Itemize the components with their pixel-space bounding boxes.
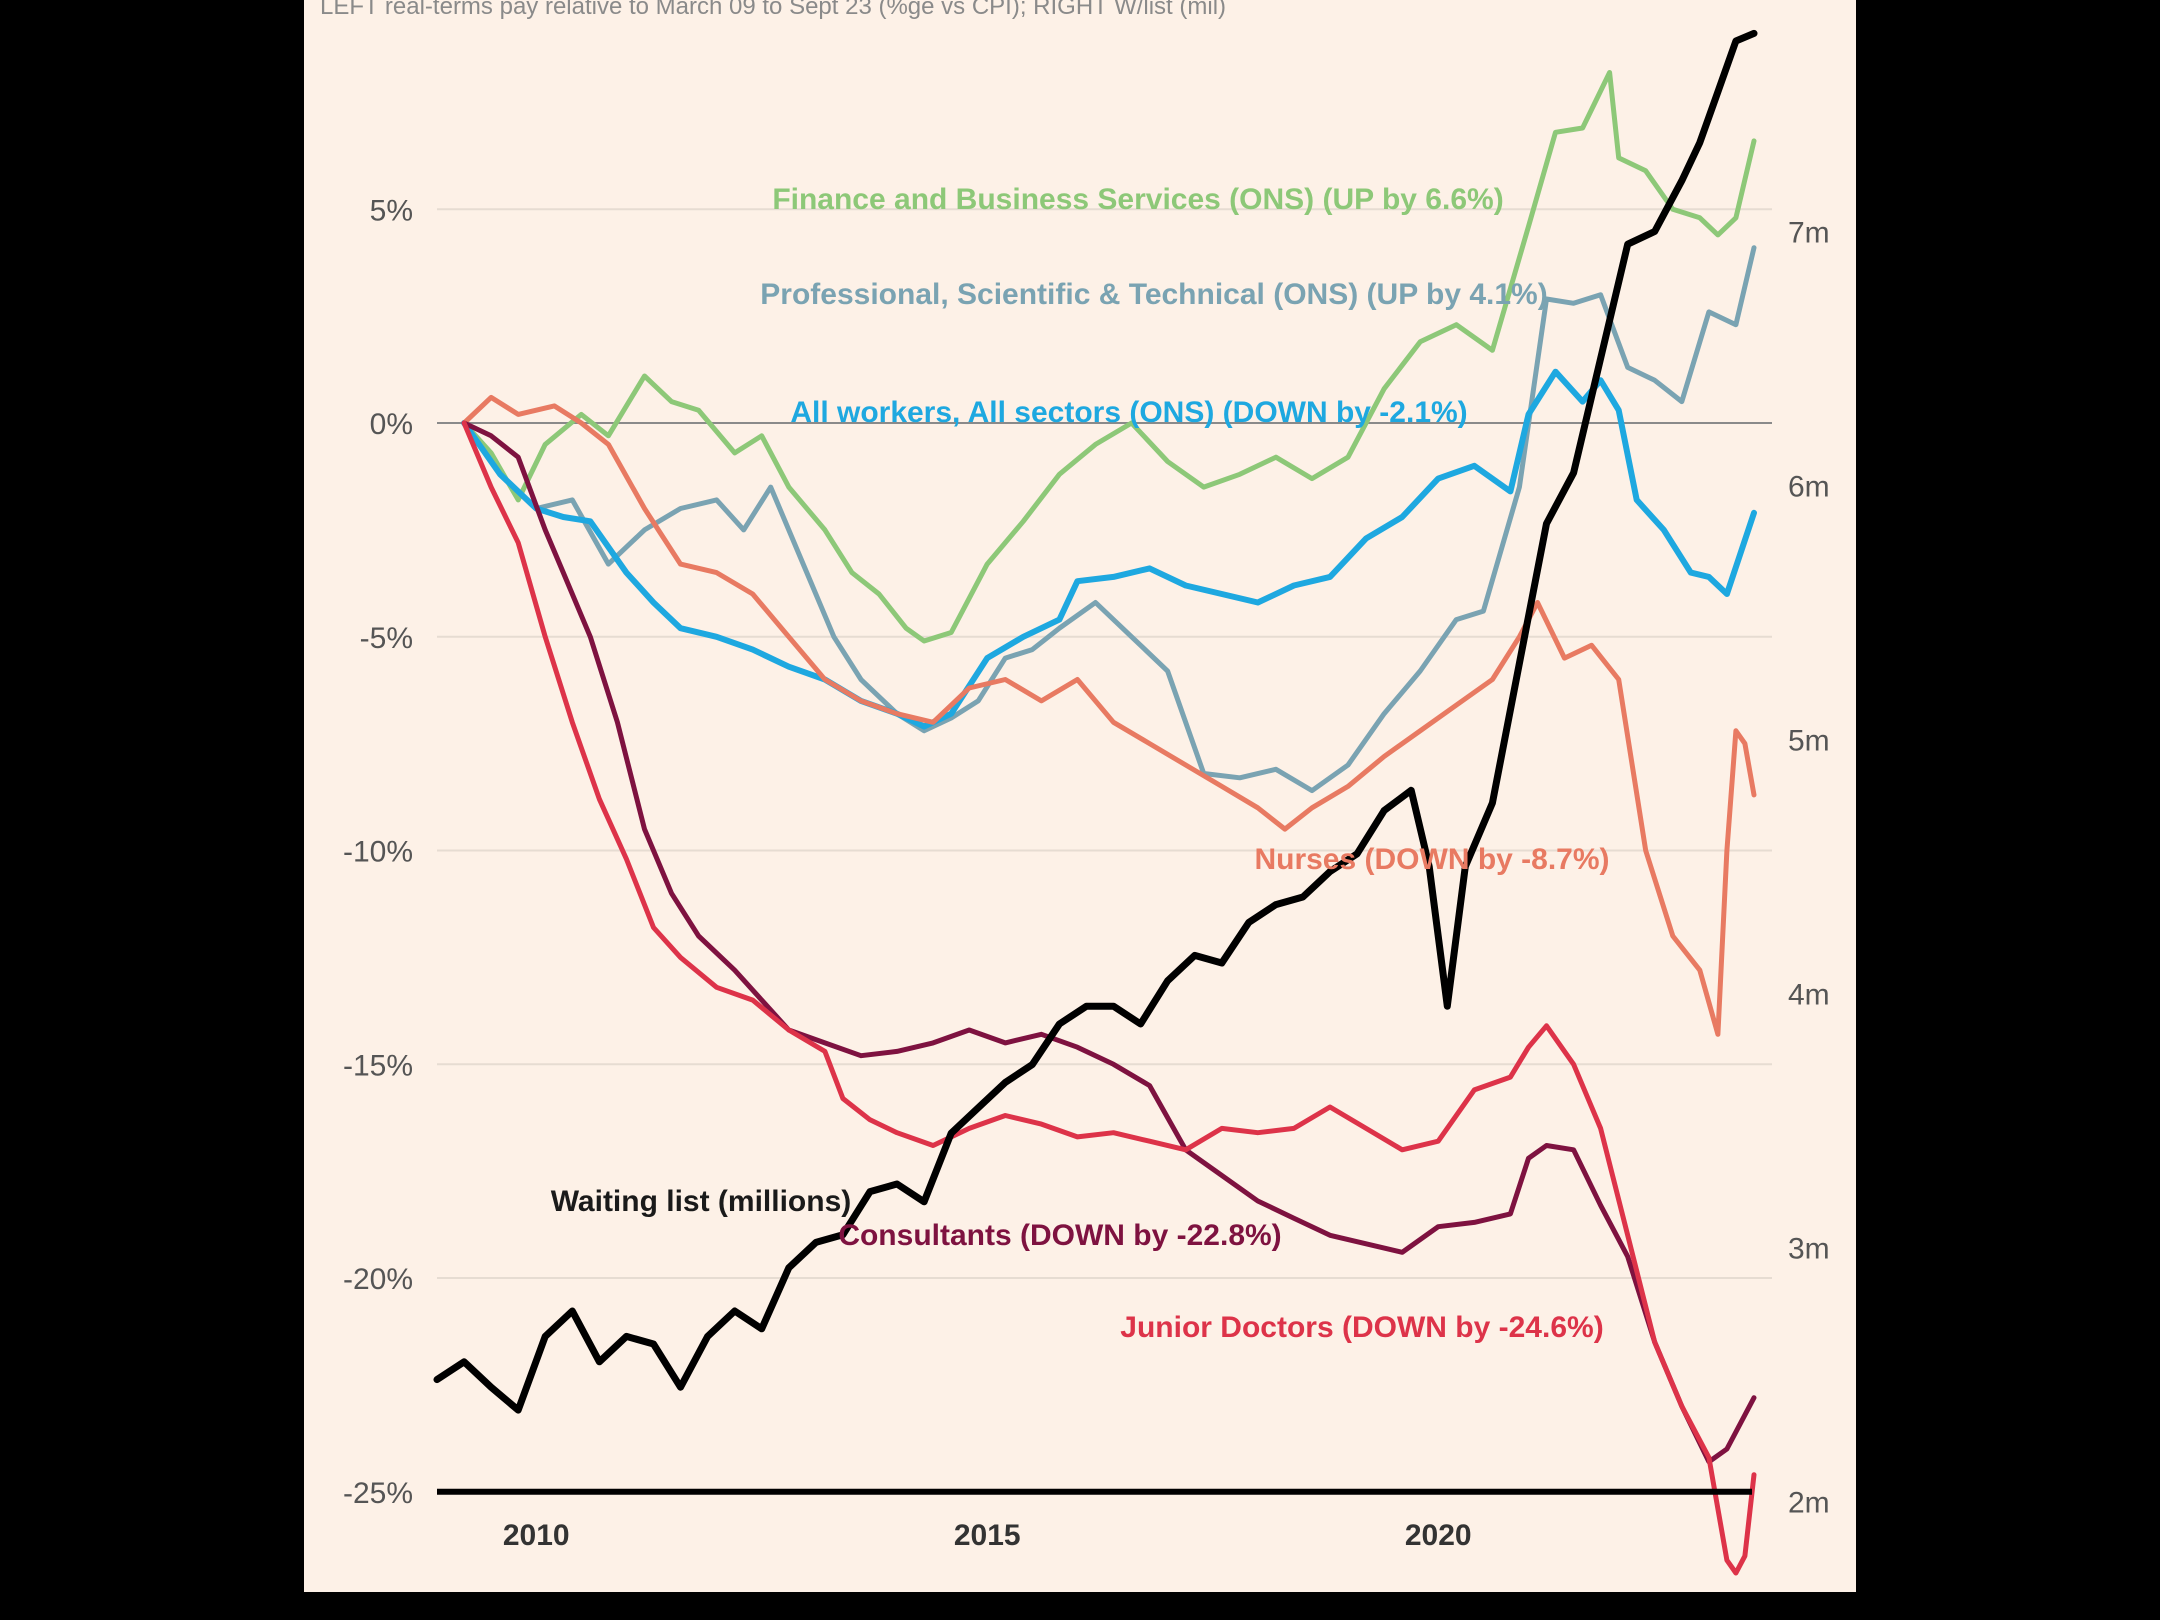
series-line-3 xyxy=(461,394,1757,1037)
gridlines xyxy=(437,208,1772,1279)
series-label: Junior Doctors (DOWN by -24.6%) xyxy=(1120,1311,1603,1344)
series-line-5 xyxy=(461,420,1757,1576)
y-axis-left: 5% 0% -5% -10% -15% -20% -25% xyxy=(343,194,413,1510)
series-line-0 xyxy=(461,70,1757,644)
series-line-6 xyxy=(433,29,1758,1414)
y-left-tick-label: -20% xyxy=(343,1263,413,1296)
y-right-tick-label: 5m xyxy=(1788,725,1830,758)
chart-subtitle: LEFT real-terms pay relative to March 09… xyxy=(320,0,1226,20)
y-right-tick-label: 7m xyxy=(1788,217,1830,250)
series-label: Professional, Scientific & Technical (ON… xyxy=(760,278,1547,311)
series-label: Consultants (DOWN by -22.8%) xyxy=(838,1219,1281,1252)
series-lines xyxy=(433,29,1758,1576)
series-line-4 xyxy=(461,420,1757,1465)
series-line-2 xyxy=(461,368,1757,730)
y-left-tick-label: -25% xyxy=(343,1477,413,1510)
y-right-tick-label: 6m xyxy=(1788,471,1830,504)
series-label: Nurses (DOWN by -8.7%) xyxy=(1254,843,1609,876)
y-right-tick-label: 2m xyxy=(1788,1487,1830,1520)
y-left-tick-label: 0% xyxy=(370,408,413,441)
chart-panel xyxy=(304,0,1856,1592)
x-tick-label: 2010 xyxy=(503,1519,570,1552)
series-label: Finance and Business Services (ONS) (UP … xyxy=(772,183,1503,216)
series-label: Waiting list (millions) xyxy=(551,1185,852,1218)
x-tick-label: 2015 xyxy=(954,1519,1021,1552)
series-line-1 xyxy=(461,245,1757,794)
series-labels: Finance and Business Services (ONS) (UP … xyxy=(551,183,1610,1344)
x-tick-label: 2020 xyxy=(1405,1519,1472,1552)
x-axis: 2010 2015 2020 xyxy=(503,1519,1472,1552)
series-label: All workers, All sectors (ONS) (DOWN by … xyxy=(790,396,1467,429)
y-left-tick-label: 5% xyxy=(370,194,413,227)
y-axis-right: 7m 6m 5m 4m 3m 2m xyxy=(1788,217,1830,1520)
y-right-tick-label: 3m xyxy=(1788,1233,1830,1266)
y-left-tick-label: -5% xyxy=(360,622,413,655)
y-left-tick-label: -15% xyxy=(343,1049,413,1082)
y-right-tick-label: 4m xyxy=(1788,979,1830,1012)
y-left-tick-label: -10% xyxy=(343,836,413,869)
